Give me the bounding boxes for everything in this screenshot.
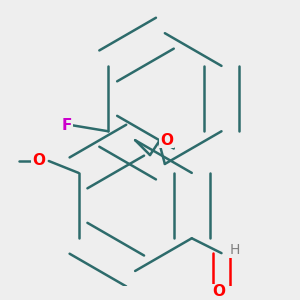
Text: O: O: [160, 133, 173, 148]
Text: F: F: [61, 118, 72, 133]
Text: O: O: [212, 284, 225, 299]
Text: H: H: [230, 243, 240, 257]
Text: O: O: [32, 154, 45, 169]
